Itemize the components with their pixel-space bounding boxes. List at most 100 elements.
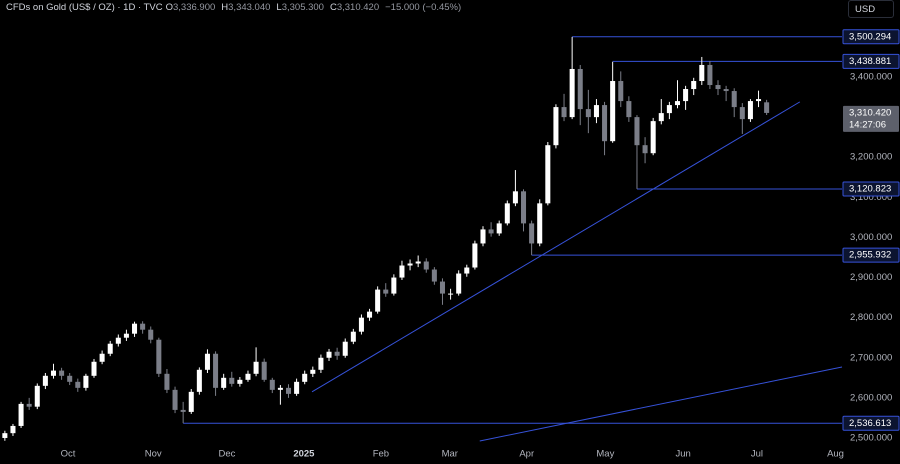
candle-body <box>561 107 567 118</box>
candle-body <box>553 107 559 146</box>
candle-body <box>180 409 186 412</box>
candle-body <box>529 223 535 244</box>
level-label: 3,120.823 <box>849 183 891 194</box>
candle-body <box>59 370 65 376</box>
x-tick-label: Feb <box>373 449 389 460</box>
candle-body <box>10 425 16 434</box>
candle-body <box>423 261 429 270</box>
x-tick-label: Aug <box>827 449 844 460</box>
y-tick-label: 2,900.000 <box>850 272 892 283</box>
candle-body <box>326 351 332 358</box>
ohlc-field: L3,305.300 <box>276 2 327 13</box>
candle-body <box>358 317 364 332</box>
x-tick-label: Apr <box>519 449 534 460</box>
candle-body <box>634 117 640 146</box>
candle-body <box>488 229 494 234</box>
trend-line <box>479 366 843 442</box>
candle-body <box>731 91 737 108</box>
candle-body <box>666 105 672 114</box>
candle-body <box>683 89 689 102</box>
candle-body <box>456 273 462 294</box>
candle-body <box>472 243 478 268</box>
candle-body <box>261 361 267 380</box>
candle-body <box>658 113 664 122</box>
candle-body <box>375 289 381 312</box>
candle-body <box>674 101 681 106</box>
candle-body <box>18 403 24 426</box>
candle-body <box>691 81 697 90</box>
candle-body <box>2 433 8 438</box>
trend-line <box>311 101 801 393</box>
candle-body <box>747 101 753 120</box>
candle-body <box>569 68 575 118</box>
level-label-box <box>842 29 900 45</box>
currency-button[interactable]: USD <box>848 0 894 18</box>
candle-body <box>350 331 356 342</box>
candle-body <box>342 341 348 356</box>
candle-body <box>26 403 32 407</box>
candle-body <box>415 261 421 264</box>
countdown: 14:27:06 <box>849 119 886 130</box>
candle-body <box>34 385 40 407</box>
candle-body <box>577 68 583 110</box>
candle-body <box>707 64 713 86</box>
y-tick-label: 2,600.000 <box>850 392 892 403</box>
candle-body <box>285 387 292 394</box>
x-tick-label: Jul <box>751 449 763 460</box>
candle-body <box>115 337 121 344</box>
candle-body <box>42 375 48 386</box>
candle-body <box>521 191 527 224</box>
candle-body <box>764 102 770 113</box>
candle-body <box>723 89 729 92</box>
candle-body <box>269 379 275 390</box>
x-tick-label: Jun <box>675 449 690 460</box>
candle-body <box>237 379 243 384</box>
candle-body <box>383 289 389 294</box>
candle-body <box>756 99 762 102</box>
candle-body <box>464 267 470 274</box>
candle-body <box>99 353 105 362</box>
x-tick-label: Nov <box>145 449 162 460</box>
candle-body <box>739 107 745 120</box>
candle-body <box>196 369 202 392</box>
candle-body <box>156 339 162 374</box>
x-tick-label: Mar <box>442 449 458 460</box>
candle-body <box>302 373 308 382</box>
y-tick-label: 2,500.000 <box>850 432 892 443</box>
candle-body <box>504 203 510 224</box>
last-price-label: 3,310.420 <box>849 107 891 118</box>
level-label-box <box>842 415 900 431</box>
candle-body <box>699 64 705 82</box>
x-tick-label: May <box>596 449 614 460</box>
candle-body <box>602 105 608 142</box>
candle-body <box>123 333 129 338</box>
candle-body <box>593 105 599 118</box>
candle-body <box>334 351 340 356</box>
candle-body <box>496 223 502 234</box>
candle-body <box>148 329 154 340</box>
candle-body <box>132 323 138 334</box>
ohlc-key: C <box>329 2 337 13</box>
ohlc-value: 3,336.900 <box>173 2 216 13</box>
candle-body <box>407 263 413 266</box>
ohlc-value: 3,343.040 <box>228 2 271 13</box>
ohlc-key: L <box>276 2 282 13</box>
candle-body <box>294 381 300 394</box>
x-tick-label: Dec <box>218 449 235 460</box>
candle-body <box>140 323 146 330</box>
y-tick-label: 3,100.000 <box>850 192 892 203</box>
level-label: 3,438.881 <box>849 56 891 67</box>
ohlc-key: H <box>221 2 229 13</box>
candle-body <box>512 191 518 204</box>
candle-body <box>83 375 89 388</box>
candle-body <box>618 81 624 102</box>
header: CFDs on Gold (US$ / OZ) · 1D · TVC O3,336… <box>6 2 464 13</box>
y-tick-label: 3,000.000 <box>850 232 892 243</box>
y-tick-label: 3,400.000 <box>850 72 892 83</box>
ohlc-field: H3,343.040 <box>221 2 273 13</box>
candle-body <box>91 361 97 376</box>
candle-body <box>642 145 648 154</box>
ohlc-value: 3,305.300 <box>281 2 324 13</box>
